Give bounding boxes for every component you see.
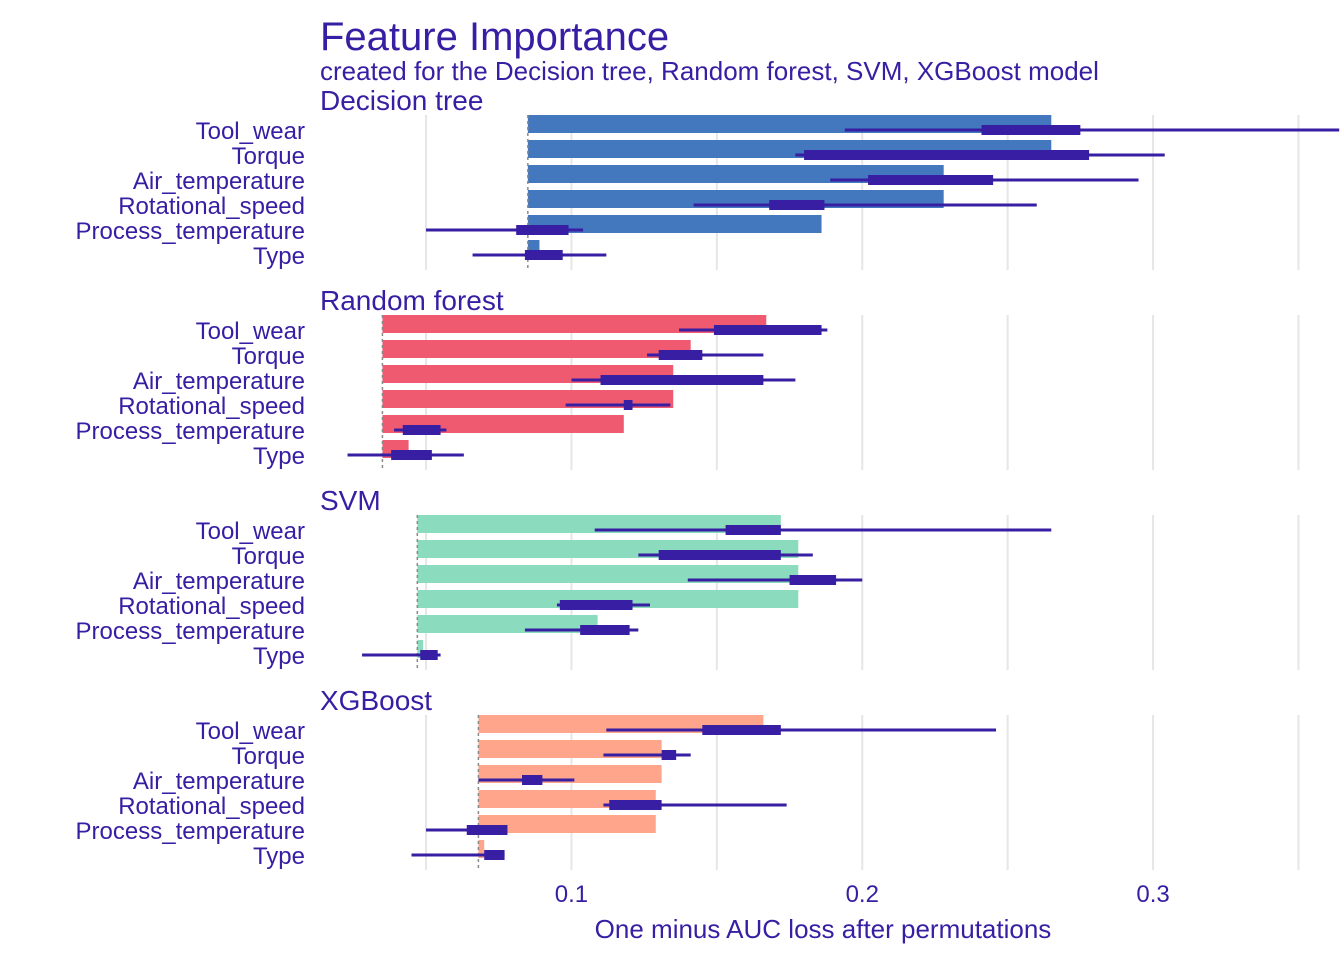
panels-group: Decision treeTool_wearTorqueAir_temperat… <box>76 85 1340 870</box>
box <box>661 750 677 760</box>
box <box>725 525 781 535</box>
category-label: Rotational_speed <box>118 193 305 220</box>
chart-subtitle: created for the Decision tree, Random fo… <box>320 56 1099 86</box>
category-label: Rotational_speed <box>118 593 305 620</box>
box <box>580 625 630 635</box>
panel-xgboost: XGBoost Tool_wearTorqueAir_temperatureRot… <box>76 685 1300 870</box>
category-label: Rotational_speed <box>118 393 305 420</box>
box <box>623 400 633 410</box>
box <box>868 175 994 185</box>
category-label: Process_temperature <box>76 218 305 245</box>
x-tick-label: 0.1 <box>555 881 588 908</box>
category-label: Process_temperature <box>76 418 305 445</box>
bar <box>382 340 691 358</box>
bar <box>478 840 485 858</box>
box <box>600 375 764 385</box>
box <box>522 775 543 785</box>
x-tick-label: 0.3 <box>1136 881 1169 908</box>
x-tick-label: 0.2 <box>846 881 879 908</box>
category-label: Tool_wear <box>196 118 305 145</box>
category-label: Type <box>253 843 305 870</box>
category-label: Torque <box>232 743 305 770</box>
bar <box>527 215 822 233</box>
box <box>981 125 1081 135</box>
category-label: Type <box>253 443 305 470</box>
box <box>402 425 441 435</box>
category-label: Rotational_speed <box>118 793 305 820</box>
category-label: Tool_wear <box>196 718 305 745</box>
x-axis: 0.1 0.2 0.3 <box>555 881 1170 908</box>
category-label: Torque <box>232 343 305 370</box>
box <box>769 200 825 210</box>
chart-title: Feature Importance <box>320 15 669 59</box>
box <box>466 825 508 835</box>
panel-label: XGBoost <box>320 685 432 716</box>
panel-random-forest: Random forest Tool_wearTorqueAir_temperat… <box>76 285 1300 470</box>
box <box>420 650 438 660</box>
x-axis-label: One minus AUC loss after permutations <box>595 914 1052 944</box>
box <box>804 150 1090 160</box>
category-label: Air_temperature <box>133 368 305 395</box>
box <box>789 575 837 585</box>
bar <box>417 590 799 608</box>
bar <box>382 315 767 333</box>
category-label: Process_temperature <box>76 618 305 645</box>
category-label: Type <box>253 643 305 670</box>
panel-decision-tree: Decision tree Tool_wearTorqueAir_temperat… <box>76 85 1340 270</box>
category-label: Tool_wear <box>196 318 305 345</box>
bar <box>417 640 424 658</box>
box <box>559 600 633 610</box>
panel-label: Decision tree <box>320 85 483 116</box>
box <box>609 800 662 810</box>
category-label: Air_temperature <box>133 768 305 795</box>
panel-label: SVM <box>320 485 381 516</box>
category-label: Air_temperature <box>133 168 305 195</box>
category-label: Tool_wear <box>196 518 305 545</box>
category-label: Air_temperature <box>133 568 305 595</box>
box <box>516 225 569 235</box>
bar <box>527 240 540 258</box>
box <box>658 550 781 560</box>
category-label: Type <box>253 243 305 270</box>
box <box>713 325 822 335</box>
bar <box>478 815 656 833</box>
panel-label: Random forest <box>320 285 504 316</box>
box <box>524 250 563 260</box>
box <box>484 850 505 860</box>
panel-svm: SVM Tool_wearTorqueAir_temperatureRotatio… <box>76 485 1300 670</box>
box <box>658 350 703 360</box>
category-label: Torque <box>232 143 305 170</box>
category-label: Torque <box>232 543 305 570</box>
box <box>391 450 432 460</box>
category-label: Process_temperature <box>76 818 305 845</box>
box <box>702 725 781 735</box>
